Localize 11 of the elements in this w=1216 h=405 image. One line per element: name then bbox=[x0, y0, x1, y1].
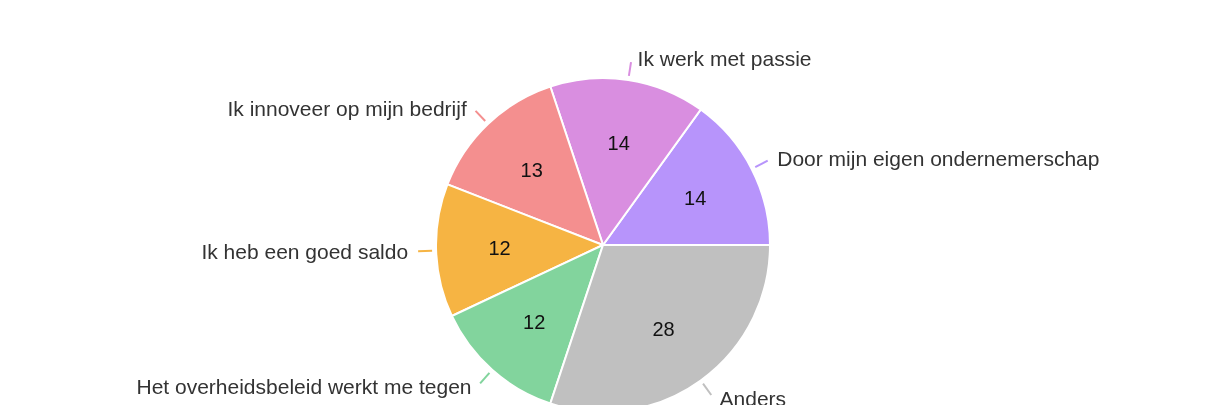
data-label: 13 bbox=[520, 158, 543, 181]
data-label: 14 bbox=[607, 131, 630, 154]
slice-label: Ik werk met passie bbox=[637, 46, 812, 70]
slice-label: Het overheidsbeleid werkt me tegen bbox=[136, 374, 472, 398]
slice-label: Door mijn eigen ondernemerschap bbox=[777, 147, 1100, 171]
data-label: 14 bbox=[684, 186, 707, 209]
data-label: 28 bbox=[652, 317, 675, 340]
slice-label: Ik heb een goed saldo bbox=[201, 239, 409, 263]
data-label: 12 bbox=[523, 311, 546, 334]
data-label: 12 bbox=[488, 237, 511, 260]
slice-label: Ik innoveer op mijn bedrijf bbox=[227, 96, 467, 120]
